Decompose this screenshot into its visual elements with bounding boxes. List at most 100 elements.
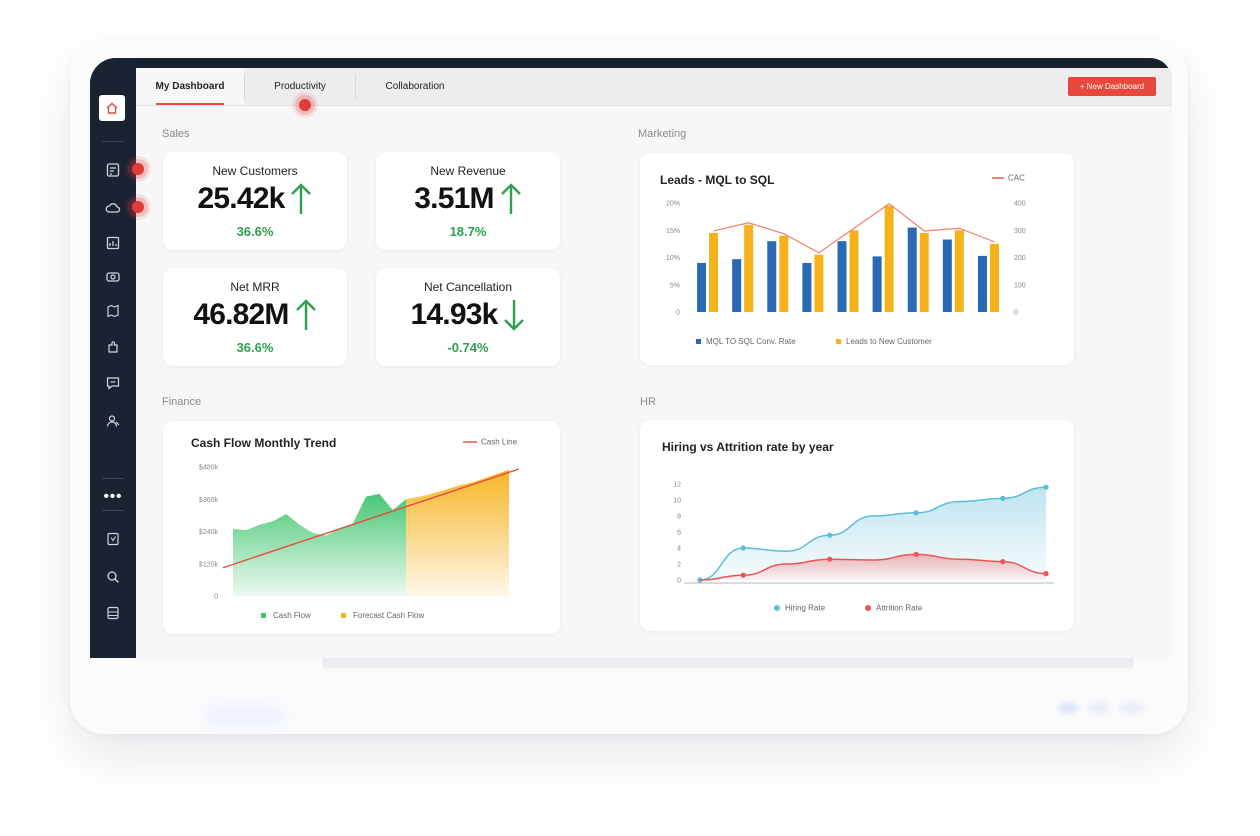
bar-leads: [709, 232, 719, 312]
hotspot-marker[interactable]: [299, 99, 311, 111]
y-tick-label-right: 300: [1014, 228, 1026, 235]
blurred-controls: [1058, 700, 1158, 718]
marketing-chart-card[interactable]: Leads - MQL to SQL 0 5% 10% 15% 20% 0 100 200 30…: [640, 153, 1074, 365]
legend-label-cash-flow: Cash Flow: [273, 611, 311, 620]
section-title-sales: Sales: [162, 128, 190, 140]
point-attrition-rate: [1043, 571, 1049, 577]
point-attrition-rate: [827, 556, 833, 562]
bottom-strip: [322, 656, 1134, 668]
line-attrition-rate: [699, 553, 1047, 581]
arrow-up-icon: [291, 183, 312, 214]
y-tick-label: 2: [677, 562, 681, 569]
legend-swatch-leads: [836, 339, 841, 344]
y-tick-label-left: 15%: [666, 228, 680, 235]
reports-icon: [106, 236, 120, 250]
chart-title: Hiring vs Attrition rate by year: [662, 440, 834, 454]
cloud-icon: [105, 203, 121, 213]
kpi-card-new-revenue[interactable]: New Revenue 3.51M 18.7%: [376, 152, 560, 250]
kpi-change: 36.6%: [236, 340, 274, 355]
database-icon: [107, 606, 119, 620]
section-title-finance: Finance: [162, 396, 202, 408]
kpi-label: New Revenue: [430, 164, 506, 178]
bar-mql-rate: [942, 239, 952, 312]
sidebar-item-tasks[interactable]: [102, 159, 124, 181]
home-button[interactable]: [99, 95, 125, 121]
sidebar-item-reports[interactable]: [102, 232, 124, 254]
kpi-label: New Customers: [212, 164, 298, 178]
kpi-value: 3.51M: [414, 182, 494, 215]
y-tick-label: 10: [673, 498, 681, 505]
bar-mql-rate: [907, 227, 917, 312]
hotspot-marker[interactable]: [132, 201, 144, 213]
sidebar-item-notes[interactable]: [102, 528, 124, 550]
kpi-value: 14.93k: [410, 298, 499, 331]
section-title-hr: HR: [640, 396, 656, 408]
y-tick-label: $360k: [199, 497, 219, 504]
y-tick-label: 8: [677, 514, 681, 521]
y-tick-label-left: 0: [676, 310, 680, 317]
legend-label-mql: MQL TO SQL Conv. Rate: [706, 337, 796, 346]
bar-leads: [744, 224, 754, 312]
sidebar-divider: [102, 478, 124, 479]
sidebar-item-currency[interactable]: [102, 266, 124, 288]
point-hiring-rate: [1000, 495, 1006, 501]
legend-label-cash-line: Cash Line: [481, 438, 518, 447]
notes-icon: [107, 532, 119, 546]
tab-productivity[interactable]: Productivity: [274, 81, 326, 92]
tasks-icon: [106, 163, 120, 177]
arrow-up-icon: [295, 299, 316, 330]
kpi-card-net-mrr[interactable]: Net MRR 46.82M 36.6%: [163, 268, 347, 366]
tab-divider: [244, 74, 245, 100]
kpi-change: -0.74%: [447, 340, 489, 355]
home-icon: [106, 102, 118, 114]
app-window: ••• My Dashboard Productivity Collaborat…: [90, 58, 1172, 658]
kpi-change: 18.7%: [449, 224, 487, 239]
tab-collaboration[interactable]: Collaboration: [385, 81, 445, 92]
tab-my-dashboard[interactable]: My Dashboard: [136, 68, 244, 105]
point-attrition-rate: [740, 572, 746, 578]
main-content: My Dashboard Productivity Collaboration …: [136, 68, 1172, 658]
hotspot-marker[interactable]: [132, 163, 144, 175]
kpi-change: 36.6%: [236, 224, 274, 239]
y-tick-label-right: 0: [1014, 310, 1018, 317]
kpi-label: Net MRR: [230, 280, 280, 294]
puzzle-icon: [108, 341, 118, 353]
sidebar-item-user-settings[interactable]: [102, 410, 124, 432]
area-attrition-rate: [700, 554, 1046, 580]
sidebar-item-cloud[interactable]: [102, 197, 124, 219]
kpi-card-new-customers[interactable]: New Customers 25.42k 36.6%: [163, 152, 347, 250]
bar-mql-rate: [732, 259, 742, 312]
hr-chart-card[interactable]: Hiring vs Attrition rate by year 0 2 4 6 8 10…: [640, 420, 1074, 631]
y-tick-label-left: 5%: [670, 282, 680, 289]
y-tick-label-right: 100: [1014, 282, 1026, 289]
sidebar-item-map[interactable]: [102, 300, 124, 322]
tab-bar: My Dashboard Productivity Collaboration …: [136, 68, 1172, 106]
finance-chart-card[interactable]: Cash Flow Monthly Trend 0 $120k $240k $360k…: [163, 421, 560, 634]
y-tick-label-left: 20%: [666, 201, 680, 208]
sidebar-item-puzzle[interactable]: [102, 336, 124, 358]
sidebar-item-database[interactable]: [102, 602, 124, 624]
user-settings-icon: [106, 415, 120, 427]
sidebar-item-search[interactable]: [102, 566, 124, 588]
arrow-down-icon: [504, 300, 525, 331]
kpi-card-net-cancellation[interactable]: Net Cancellation 14.93k -0.74%: [376, 268, 560, 366]
bar-leads: [779, 235, 789, 312]
chart-title: Cash Flow Monthly Trend: [191, 436, 337, 450]
point-attrition-rate: [913, 551, 919, 557]
legend-label-forecast: Forecast Cash Flow: [353, 611, 424, 620]
map-icon: [107, 304, 119, 318]
kpi-value: 46.82M: [193, 298, 289, 331]
y-tick-label: $480k: [199, 465, 219, 472]
bar-mql-rate: [977, 255, 987, 312]
point-hiring-rate: [827, 532, 833, 538]
line-cash-line: [222, 468, 520, 569]
chart-title: Leads - MQL to SQL: [660, 173, 775, 187]
more-icon[interactable]: •••: [103, 488, 123, 505]
bar-mql-rate: [837, 241, 847, 312]
point-hiring-rate: [913, 510, 919, 516]
y-tick-label: 12: [673, 482, 681, 489]
sidebar-item-chat[interactable]: [102, 372, 124, 394]
new-dashboard-button[interactable]: + New Dashboard: [1068, 77, 1156, 96]
bar-mql-rate: [767, 241, 777, 312]
area-cash-flow: [233, 493, 406, 596]
